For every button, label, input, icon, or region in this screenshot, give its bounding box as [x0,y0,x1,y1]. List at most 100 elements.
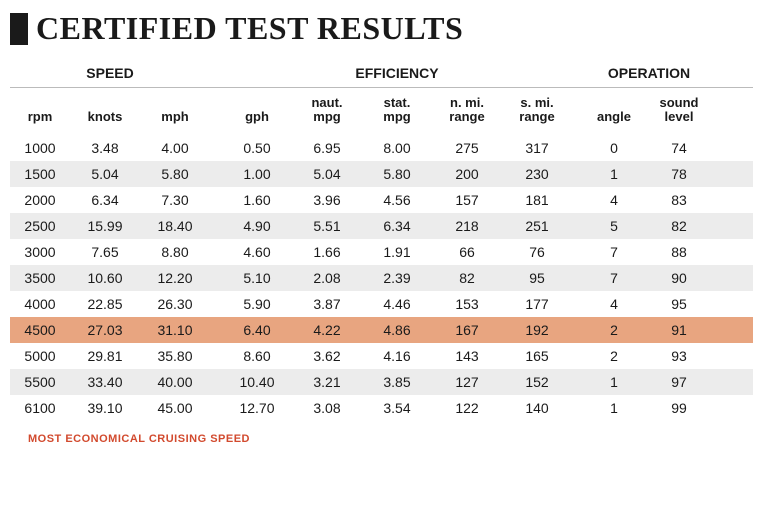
table-row: 610039.1045.0012.703.083.54122140199 [10,395,753,421]
cell: 4 [584,296,644,312]
table-row: 20006.347.301.603.964.56157181483 [10,187,753,213]
group-header: OPERATION [584,59,714,87]
column-header: mph [140,96,210,125]
cell: 15.99 [70,218,140,234]
column-header: knots [70,96,140,125]
cell: 31.10 [140,322,210,338]
cell: 1 [584,400,644,416]
cell: 10.40 [222,374,292,390]
cell: 2000 [10,192,70,208]
cell: 12.70 [222,400,292,416]
cell: 2 [584,322,644,338]
cell: 95 [502,270,572,286]
cell: 5.80 [362,166,432,182]
cell: 251 [502,218,572,234]
group-header: EFFICIENCY [222,59,572,87]
cell: 140 [502,400,572,416]
cell: 12.20 [140,270,210,286]
cell: 1 [584,166,644,182]
cell: 3.87 [292,296,362,312]
cell: 33.40 [70,374,140,390]
column-header-row: rpmknotsmphgphnaut.mpgstat.mpgn. mi.rang… [10,88,753,135]
cell: 4 [584,192,644,208]
cell: 6.34 [362,218,432,234]
cell: 153 [432,296,502,312]
cell: 5500 [10,374,70,390]
cell: 8.80 [140,244,210,260]
cell: 1.60 [222,192,292,208]
cell: 18.40 [140,218,210,234]
cell: 7.30 [140,192,210,208]
cell: 97 [644,374,714,390]
cell: 181 [502,192,572,208]
cell: 7 [584,244,644,260]
cell: 26.30 [140,296,210,312]
title-block-accent [10,13,28,45]
cell: 82 [644,218,714,234]
cell: 5 [584,218,644,234]
cell: 157 [432,192,502,208]
cell: 1.00 [222,166,292,182]
cell: 317 [502,140,572,156]
cell: 6.34 [70,192,140,208]
cell: 99 [644,400,714,416]
cell: 4500 [10,322,70,338]
cell: 5.51 [292,218,362,234]
cell: 177 [502,296,572,312]
cell: 22.85 [70,296,140,312]
table-body: 10003.484.000.506.958.0027531707415005.0… [10,135,753,421]
table-row: 450027.0331.106.404.224.86167192291 [10,317,753,343]
cell: 2.08 [292,270,362,286]
column-header: soundlevel [644,96,714,125]
group-header: SPEED [10,59,210,87]
cell: 5.80 [140,166,210,182]
cell: 2.39 [362,270,432,286]
cell: 5.04 [70,166,140,182]
cell: 2500 [10,218,70,234]
table-row: 400022.8526.305.903.874.46153177495 [10,291,753,317]
cell: 3.85 [362,374,432,390]
cell: 3500 [10,270,70,286]
cell: 4000 [10,296,70,312]
cell: 230 [502,166,572,182]
table-row: 500029.8135.808.603.624.16143165293 [10,343,753,369]
column-header: s. mi.range [502,96,572,125]
cell: 27.03 [70,322,140,338]
cell: 6100 [10,400,70,416]
cell: 218 [432,218,502,234]
cell: 4.22 [292,322,362,338]
column-header: naut.mpg [292,96,362,125]
cell: 3.48 [70,140,140,156]
cell: 39.10 [70,400,140,416]
cell: 275 [432,140,502,156]
cell: 1.91 [362,244,432,260]
table-row: 10003.484.000.506.958.00275317074 [10,135,753,161]
cell: 152 [502,374,572,390]
cell: 127 [432,374,502,390]
cell: 1 [584,374,644,390]
cell: 10.60 [70,270,140,286]
page-title: CERTIFIED TEST RESULTS [36,10,463,47]
cell: 7.65 [70,244,140,260]
results-table: SPEED EFFICIENCY OPERATION rpmknotsmphgphn… [10,59,753,451]
cell: 74 [644,140,714,156]
column-header: gph [222,96,292,125]
cell: 192 [502,322,572,338]
cell: 4.00 [140,140,210,156]
cell: 91 [644,322,714,338]
cell: 0.50 [222,140,292,156]
column-header: angle [584,96,644,125]
cell: 40.00 [140,374,210,390]
cell: 8.60 [222,348,292,364]
cell: 83 [644,192,714,208]
cell: 5.04 [292,166,362,182]
cell: 0 [584,140,644,156]
cell: 165 [502,348,572,364]
cell: 1000 [10,140,70,156]
cell: 3.08 [292,400,362,416]
cell: 82 [432,270,502,286]
cell: 8.00 [362,140,432,156]
cell: 4.46 [362,296,432,312]
cell: 5.90 [222,296,292,312]
cell: 45.00 [140,400,210,416]
